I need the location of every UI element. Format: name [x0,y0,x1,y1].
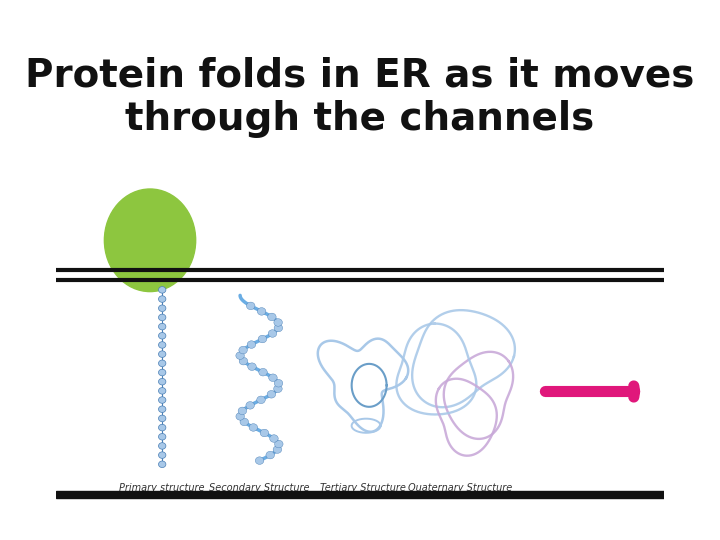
Circle shape [158,379,166,385]
Circle shape [256,457,264,464]
Circle shape [158,443,166,449]
Circle shape [158,369,166,376]
Circle shape [158,314,166,321]
Circle shape [274,324,283,332]
Circle shape [249,424,258,431]
Circle shape [158,342,166,348]
Text: Secondary Structure: Secondary Structure [210,483,310,494]
Circle shape [158,360,166,367]
Circle shape [239,357,248,365]
Circle shape [274,319,282,326]
Text: Quaternary Structure: Quaternary Structure [408,483,513,494]
Circle shape [246,402,254,409]
Circle shape [266,451,274,459]
Circle shape [274,440,283,448]
Text: Primary structure: Primary structure [120,483,205,494]
Circle shape [158,406,166,413]
Circle shape [258,368,267,376]
Text: Protein folds in ER as it moves
through the channels: Protein folds in ER as it moves through … [25,56,695,138]
Circle shape [247,341,256,348]
Circle shape [270,435,278,442]
Circle shape [268,313,276,321]
Circle shape [158,296,166,302]
Bar [55,491,665,498]
Circle shape [158,351,166,357]
Circle shape [274,380,283,387]
Circle shape [239,346,248,354]
Text: Tertiary Structure: Tertiary Structure [320,483,406,494]
Circle shape [248,363,256,370]
Circle shape [158,415,166,422]
Circle shape [246,302,255,309]
Circle shape [158,388,166,394]
Circle shape [257,396,265,403]
Circle shape [257,308,266,315]
Circle shape [274,385,282,393]
Circle shape [158,333,166,339]
Circle shape [267,390,276,398]
Circle shape [236,352,244,360]
Ellipse shape [104,189,196,292]
Circle shape [236,413,244,420]
Circle shape [158,424,166,431]
Circle shape [158,305,166,312]
Circle shape [240,418,248,426]
Circle shape [269,374,277,381]
Circle shape [158,323,166,330]
Circle shape [158,287,166,293]
Circle shape [273,446,282,454]
Circle shape [158,461,166,468]
Circle shape [269,330,276,338]
Circle shape [258,335,266,343]
Circle shape [238,407,247,415]
Circle shape [158,452,166,458]
Circle shape [260,429,269,437]
Circle shape [158,397,166,403]
Circle shape [158,434,166,440]
